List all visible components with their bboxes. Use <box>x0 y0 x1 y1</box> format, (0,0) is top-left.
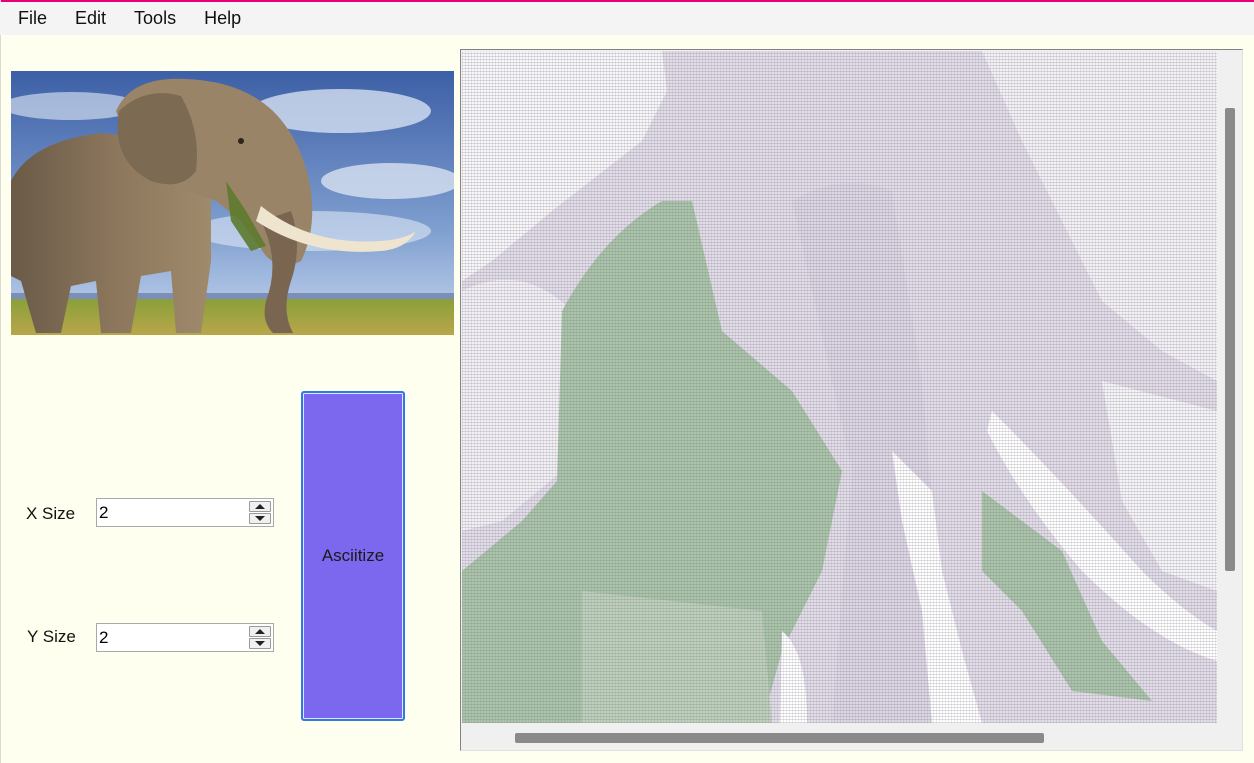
y-size-decrement-button[interactable] <box>249 638 271 649</box>
elephant-photo <box>11 71 454 335</box>
menu-tools[interactable]: Tools <box>134 8 177 28</box>
arrow-up-icon <box>255 629 265 634</box>
y-size-increment-button[interactable] <box>249 626 271 637</box>
y-size-label: Y Size <box>27 627 76 646</box>
horizontal-scroll-thumb[interactable] <box>515 733 1044 743</box>
arrow-up-icon <box>255 504 265 509</box>
horizontal-scrollbar[interactable] <box>461 724 1219 750</box>
menu-bar: File Edit Tools Help <box>0 2 1254 35</box>
arrow-down-icon <box>255 641 265 646</box>
x-size-spin-buttons <box>249 499 273 526</box>
ascii-output-panel[interactable] <box>460 49 1243 751</box>
menu-edit[interactable]: Edit <box>75 8 107 28</box>
ascii-art-image <box>462 51 1217 723</box>
y-size-spin-buttons <box>249 624 273 651</box>
arrow-down-icon <box>255 516 265 521</box>
vertical-scrollbar[interactable] <box>1217 50 1242 724</box>
x-size-label: X Size <box>26 504 76 523</box>
scrollbar-corner <box>1217 724 1242 750</box>
menu-file[interactable]: File <box>18 8 48 28</box>
window-accent-bar <box>0 0 1254 2</box>
x-size-increment-button[interactable] <box>249 501 271 512</box>
y-size-input[interactable] <box>97 624 249 651</box>
x-size-decrement-button[interactable] <box>249 513 271 524</box>
window-border <box>0 0 1 763</box>
menu-help[interactable]: Help <box>204 8 242 28</box>
y-size-spinbox[interactable] <box>96 623 274 652</box>
asciitize-button[interactable]: Asciitize <box>301 391 405 721</box>
x-size-input[interactable] <box>97 499 249 526</box>
ascii-art-render <box>462 51 1217 723</box>
x-size-spinbox[interactable] <box>96 498 274 527</box>
vertical-scroll-thumb[interactable] <box>1225 108 1235 571</box>
source-image-preview <box>11 71 454 335</box>
